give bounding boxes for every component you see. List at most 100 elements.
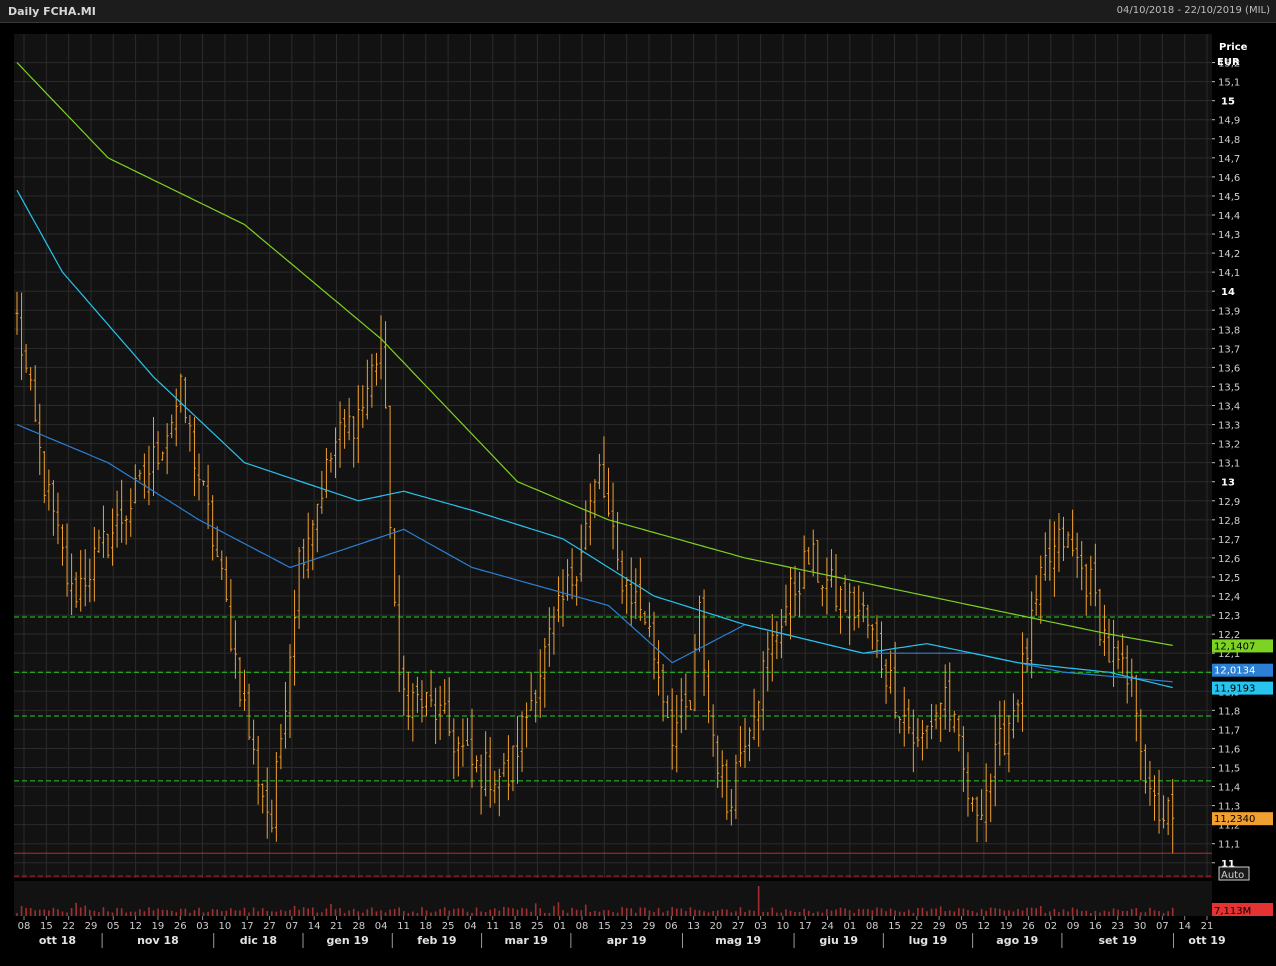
x-tick-label: 16	[1089, 921, 1102, 932]
ohlc-bar	[1016, 699, 1020, 723]
ohlc-bar	[1112, 619, 1116, 687]
month-label: giu 19	[819, 934, 858, 947]
y-tick-label: 13,8	[1218, 325, 1240, 336]
ohlc-bar	[497, 768, 501, 817]
ohlc-bar	[443, 679, 447, 714]
x-tick-label: 23	[1111, 921, 1124, 932]
ohlc-bar	[807, 547, 811, 565]
ohlc-bar	[716, 735, 720, 788]
x-tick-label: 14	[1178, 921, 1191, 932]
month-label: ott 19	[1188, 934, 1225, 947]
y-tick-label: 14,9	[1218, 116, 1240, 127]
x-tick-label: 23	[620, 921, 633, 932]
x-tick-label: 01	[844, 921, 857, 932]
ohlc-bar	[798, 571, 802, 617]
x-tick-label: 24	[821, 921, 834, 932]
ohlc-bar	[911, 709, 915, 773]
ohlc-bar	[720, 750, 724, 798]
ohlc-bar	[420, 680, 424, 723]
ohlc-bar	[365, 359, 369, 420]
value-tag-label: 11,2340	[1214, 814, 1255, 825]
ohlc-bar	[484, 731, 488, 797]
ohlc-bar	[789, 567, 792, 640]
ohlc-bar	[1002, 700, 1006, 756]
ohlc-bar	[939, 702, 943, 742]
ohlc-bar	[930, 703, 934, 740]
price-axis-unit: EUR	[1217, 57, 1240, 68]
ohlc-bar	[156, 431, 160, 471]
y-tick-label: 13,2	[1218, 440, 1240, 451]
ohlc-bar	[966, 752, 970, 817]
ohlc-bar	[161, 451, 165, 461]
x-tick-label: 25	[442, 921, 455, 932]
ohlc-bar	[29, 367, 33, 391]
ohlc-bar	[352, 416, 356, 468]
ohlc-bar	[738, 726, 742, 767]
auto-button[interactable]	[1218, 866, 1250, 881]
ohlc-bar	[534, 689, 538, 723]
ohlc-bar	[1139, 709, 1143, 781]
x-tick-label: 25	[531, 921, 544, 932]
ohlc-bar	[675, 694, 679, 773]
ohlc-bar	[252, 719, 256, 765]
ohlc-bar	[561, 569, 565, 627]
y-tick-label: 12,5	[1218, 573, 1240, 584]
x-tick-label: 14	[308, 921, 321, 932]
ohlc-bar	[948, 662, 952, 732]
price-axis[interactable]: 1111,111,211,311,411,511,611,711,811,912…	[1212, 59, 1240, 870]
ohlc-bar	[293, 589, 297, 686]
x-tick-label: 21	[330, 921, 343, 932]
x-tick-label: 29	[643, 921, 656, 932]
y-tick-label: 14,2	[1218, 249, 1240, 260]
month-label: apr 19	[607, 934, 647, 947]
x-tick-label: 18	[509, 921, 522, 932]
y-tick-label: 11,7	[1218, 725, 1240, 736]
ohlc-bar	[288, 644, 292, 739]
ohlc-bar	[1021, 632, 1025, 732]
ohlc-bar	[97, 529, 101, 553]
ohlc-bar	[1057, 513, 1061, 572]
ohlc-bar	[279, 723, 283, 770]
y-tick-label: 15,1	[1218, 78, 1240, 89]
value-tags: 12,1407 12,0134 11,9193 11,2340	[1212, 639, 1273, 826]
ohlc-bar	[370, 353, 374, 408]
ohlc-bar	[1052, 521, 1056, 597]
ohlc-bar	[679, 677, 683, 734]
ohlc-bar	[839, 586, 843, 634]
ohlc-bar	[516, 715, 519, 784]
ohlc-bar	[570, 548, 574, 600]
ohlc-bar	[1071, 509, 1075, 557]
ohlc-bar	[952, 710, 956, 733]
ohlc-bar	[302, 538, 306, 579]
x-tick-label: 19	[1000, 921, 1013, 932]
x-tick-label: 07	[285, 921, 298, 932]
y-tick-label: 14,5	[1218, 192, 1240, 203]
x-tick-label: 29	[933, 921, 946, 932]
ohlc-bar	[406, 671, 410, 731]
ohlc-bar	[243, 669, 246, 711]
ohlc-bar	[880, 621, 883, 678]
ohlc-bar	[320, 470, 324, 514]
y-tick-label: 13,7	[1218, 344, 1240, 355]
ohlc-bar	[1062, 516, 1065, 561]
ohlc-bar	[447, 677, 451, 737]
ohlc-bar	[1066, 531, 1070, 549]
x-tick-label: 04	[464, 921, 477, 932]
ohlc-bar	[802, 535, 806, 590]
date-axis[interactable]: 08 15 22 29 05 12 19 26 03 10 17 27 07 14 21 28 04 11 18 25…	[18, 916, 1226, 948]
ohlc-bar	[265, 767, 269, 839]
ohlc-bar	[816, 539, 820, 583]
ohlc-bar	[757, 700, 761, 747]
ohlc-bar	[502, 753, 506, 777]
volume-label: 7,113M	[1214, 906, 1251, 917]
ohlc-bar	[1098, 588, 1102, 646]
ohlc-bar	[984, 763, 988, 843]
ohlc-bar	[402, 655, 406, 716]
volume-bars	[16, 886, 1174, 916]
ohlc-bar	[916, 718, 920, 748]
ohlc-bar	[607, 467, 610, 517]
ohlc-bar	[15, 292, 19, 335]
ohlc-bar	[652, 611, 656, 680]
ohlc-bar	[1162, 795, 1166, 829]
